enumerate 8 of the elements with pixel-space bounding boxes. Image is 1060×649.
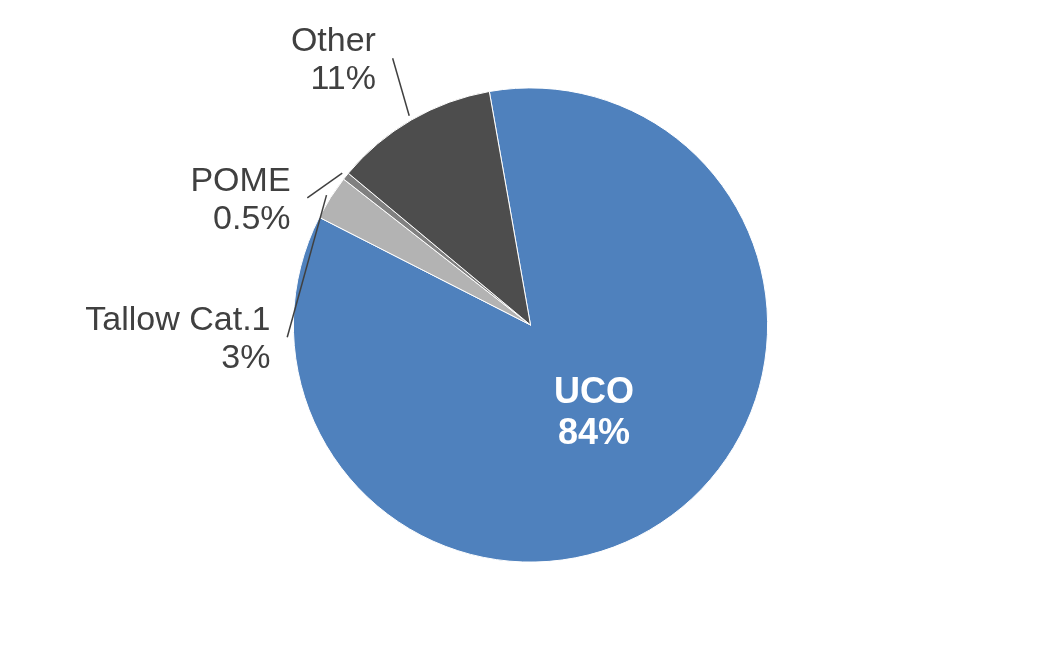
data-label: 3% (221, 337, 271, 376)
data-label: 84% (557, 410, 630, 452)
slice-label: Tallow Cat.1 (85, 299, 271, 338)
data-label: 11% (310, 58, 376, 97)
slice-label: Other (290, 20, 376, 59)
slice-label: UCO (553, 369, 634, 411)
slice-label: POME (190, 159, 291, 198)
data-label: 0.5% (213, 197, 291, 236)
